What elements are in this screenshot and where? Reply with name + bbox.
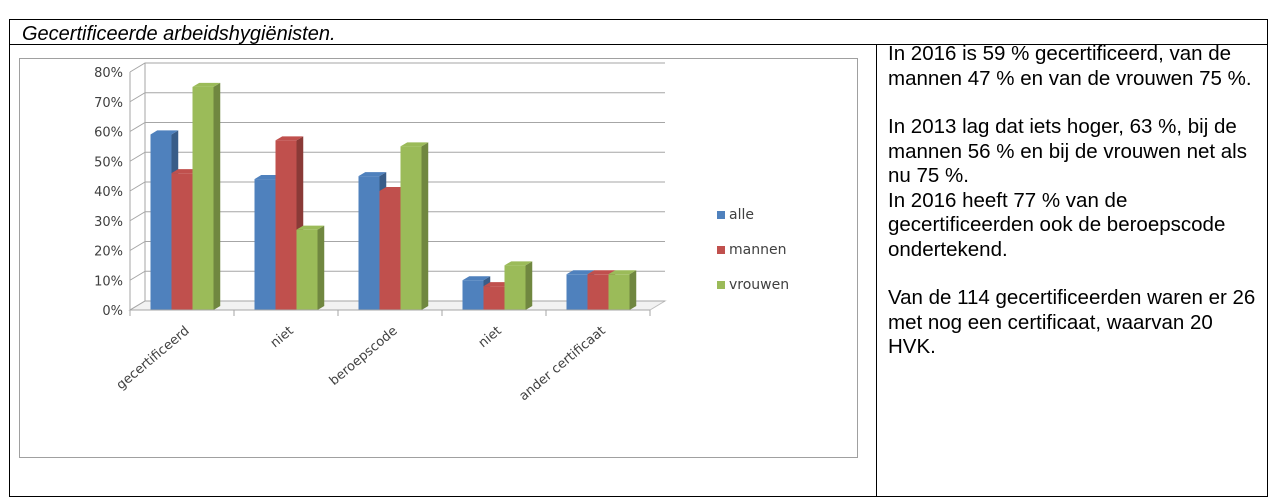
chart-frame: 0% 10% 20% 30% 40% 50% 60% 70% 80% gecertificeerd… [19, 58, 858, 458]
bar-alle [462, 280, 484, 310]
bar-top-vrouwen [192, 82, 221, 87]
bar-alle [358, 176, 380, 310]
bar-top-mannen [587, 270, 616, 275]
bar-top-vrouwen [608, 270, 637, 275]
bar-top-alle [462, 276, 491, 281]
legend-label-alle: alle [729, 207, 754, 223]
bar-top-vrouwen [504, 261, 533, 266]
y-tick-label: 70% [94, 96, 123, 111]
x-tick-label: beroepscode [327, 324, 401, 389]
bar-vrouwen [192, 86, 214, 310]
paragraph-2013: In 2013 lag dat iets hoger, 63 %, bij de… [888, 115, 1247, 187]
y-tick-label: 60% [94, 126, 123, 141]
bar-top-alle [358, 172, 387, 177]
bar-chart: 0% 10% 20% 30% 40% 50% 60% 70% 80% gecertificeerd… [94, 62, 789, 405]
bar-top-vrouwen [400, 142, 429, 147]
bar-side-vrouwen [421, 142, 429, 310]
legend-swatch-vrouwen [717, 281, 725, 289]
y-tick-label: 80% [94, 66, 123, 81]
column-divider [876, 44, 877, 496]
bar-mannen [275, 140, 297, 310]
x-tick-label: niet [476, 324, 505, 352]
y-tick-label: 50% [94, 155, 123, 170]
bar-top-alle [150, 130, 179, 135]
legend-swatch-alle [717, 211, 725, 219]
legend-label-mannen: mannen [729, 242, 786, 258]
x-tick-label: gecertificeerd [114, 324, 193, 393]
paragraph-other-certificates: Van de 114 gecertificeerden waren er 26 … [888, 286, 1256, 358]
bar-side-vrouwen [317, 225, 325, 310]
bar-top-alle [254, 175, 283, 180]
legend-label-vrouwen: vrouwen [729, 277, 789, 293]
bar-vrouwen [608, 274, 630, 310]
bar-vrouwen [296, 229, 318, 310]
bar-side-vrouwen [213, 82, 221, 310]
table-caption: Gecertificeerde arbeidshygiënisten. [22, 23, 336, 45]
bar-side-vrouwen [525, 261, 533, 310]
bar-vrouwen [504, 265, 526, 310]
paragraph-professional-code: In 2016 heeft 77 % van de gecertificeerd… [888, 188, 1226, 261]
x-tick-label: niet [268, 324, 297, 352]
y-tick-label: 0% [102, 304, 123, 319]
text-panel: In 2016 is 59 % gecertificeerd, van de m… [888, 42, 1263, 384]
bar-mannen [587, 274, 609, 310]
bar-top-alle [566, 270, 595, 275]
bar-top-mannen [171, 169, 200, 174]
bar-top-mannen [275, 136, 304, 141]
paragraph-certified-2016: In 2016 is 59 % gecertificeerd, van de m… [888, 42, 1252, 90]
bar-top-mannen [379, 186, 408, 191]
x-tick-label: ander certificaat [517, 324, 609, 405]
legend-swatch-mannen [717, 246, 725, 254]
bar-side-vrouwen [629, 270, 637, 310]
bar-mannen [483, 286, 505, 310]
bar-mannen [379, 191, 401, 310]
bar-top-vrouwen [296, 225, 325, 230]
bar-alle [254, 179, 276, 310]
row-divider [10, 44, 1267, 45]
bar-top-mannen [483, 282, 512, 287]
y-tick-label: 40% [94, 185, 123, 200]
y-tick-label: 20% [94, 245, 123, 260]
y-tick-label: 30% [94, 215, 123, 230]
y-tick-label: 10% [94, 274, 123, 289]
gridline [129, 62, 665, 73]
bar-alle [566, 274, 588, 310]
bar-mannen [171, 173, 193, 310]
bar-vrouwen [400, 146, 422, 310]
bar-alle [150, 134, 172, 310]
